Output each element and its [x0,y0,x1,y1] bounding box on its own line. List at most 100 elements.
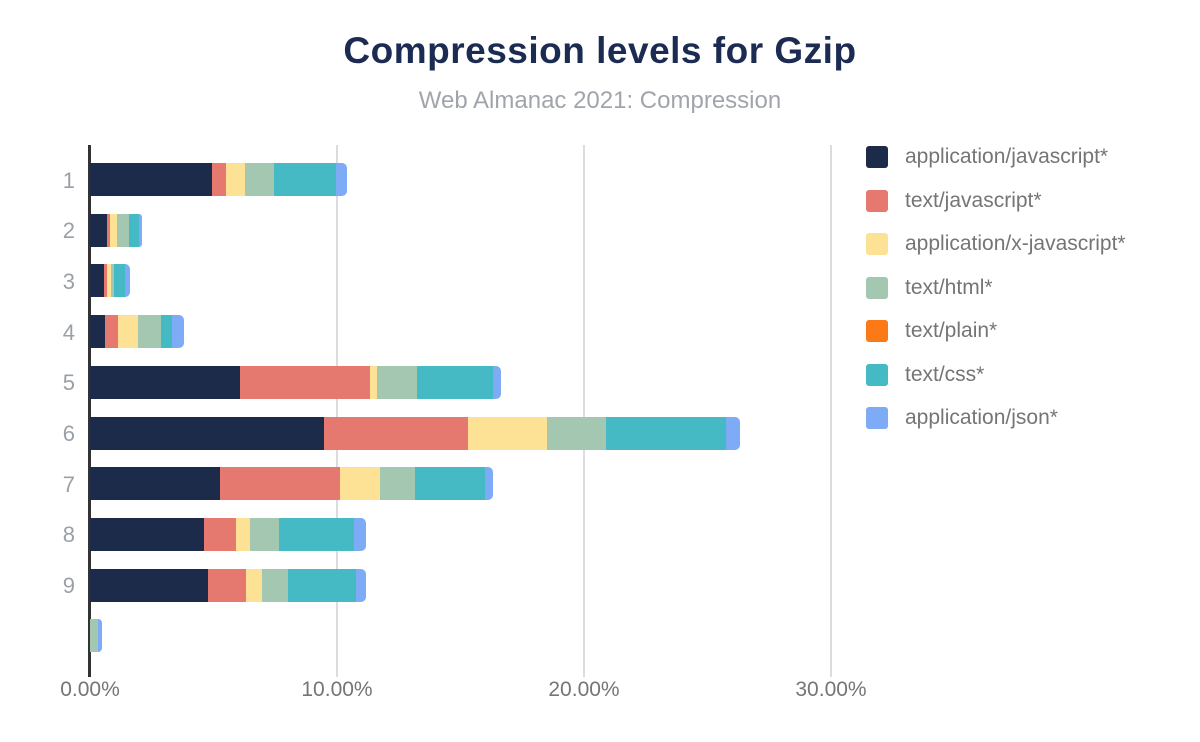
bar-segment [118,315,139,349]
y-axis-category-label: 6 [62,421,75,446]
legend-label: application/javascript* [905,145,1109,168]
bar-segment [105,315,119,349]
bar-segment [323,416,468,450]
x-axis-label: 0.00% [60,678,120,701]
legend-item: text/css* [866,363,984,387]
legend-swatch [866,407,888,429]
chart-subtitle: Web Almanac 2021: Compression [418,87,782,114]
legend-swatch [866,189,888,212]
bar-segment [226,163,246,196]
bar-segment [279,517,355,551]
bar-segment [107,264,111,298]
bar-segment [97,619,102,653]
bar-segment [493,365,502,399]
bar-row [90,365,502,399]
legend-label: text/javascript* [905,188,1042,212]
x-axis-tick [830,670,832,677]
bar-segment [90,365,240,399]
bar-segment [90,264,105,298]
legend-swatch [866,146,888,168]
bar-segment [90,163,212,196]
bar-row [90,264,130,298]
bar-segment [484,467,494,501]
bar-segment [287,568,356,602]
legend-item: application/x-javascript* [866,232,1126,256]
bar-segment [90,568,209,602]
x-axis-label: 20.00% [548,678,620,701]
bar-segment [90,213,107,247]
bar-row [90,517,367,551]
chart-title: Compression levels for Gzip [343,30,857,71]
bar-segment [376,365,417,399]
bar-segment [90,315,106,349]
bar-segment [354,517,367,551]
bar-segment [125,264,130,298]
bar-segment [239,365,370,399]
legend-label: application/x-javascript* [905,232,1126,255]
legend-swatch [866,233,888,255]
bar-segment [355,568,366,602]
legend-swatch [866,276,888,299]
bar-segment [128,213,139,247]
legend-item: text/html* [866,276,993,300]
bar-segment [90,517,205,551]
bar-row [90,315,185,349]
legend-item: text/plain* [866,319,997,343]
legend-label: text/css* [905,362,985,386]
y-axis-category-label: 2 [62,218,75,244]
bar-segment [171,315,185,349]
bar-row [90,213,142,247]
bar-segment [467,416,547,450]
bar-segment [725,416,741,450]
x-axis-tick [336,670,338,677]
legend-item: application/javascript* [866,145,1108,169]
bar-segment [90,416,324,450]
bar-segment [273,163,336,196]
gridline [336,145,338,670]
y-axis-category-label: 3 [62,268,75,294]
legend-label: text/plain* [905,319,998,342]
y-axis-category-label: 1 [62,167,75,193]
bar-segment [415,467,485,501]
bar-segment [208,568,247,602]
bar-segment [261,568,288,602]
legend-label: application/json* [905,406,1058,429]
y-axis-line [88,145,91,677]
legend-swatch [866,320,888,342]
x-axis-label: 10.00% [301,678,373,701]
y-axis-category-label: 9 [62,573,75,599]
bar-segment [138,315,162,349]
bar-segment [113,264,126,298]
bar-segment [117,213,129,247]
bar-segment [219,467,340,501]
bar-row [90,416,741,450]
bar-segment [161,315,172,349]
bar-row [90,619,102,653]
bar-segment [546,416,606,450]
bar-row [90,163,347,196]
bar-segment [90,619,98,653]
x-axis-label: 30.00% [795,678,867,701]
legend-label: text/html* [905,275,993,299]
bar-segment [211,163,227,196]
bar-segment [246,568,262,602]
y-axis-category-label: 5 [62,370,75,396]
bar-segment [236,517,251,551]
bar-segment [245,163,274,196]
gridline [830,145,832,670]
bar-segment [416,365,494,399]
legend-swatch [866,363,888,386]
bar-segment [339,467,380,501]
legend-item: text/javascript* [866,189,1042,213]
bar-segment [250,517,280,551]
y-axis-category-label: 7 [62,471,75,497]
y-axis-category-label: 8 [62,522,75,548]
bar-segment [204,517,237,551]
bar-segment [106,213,111,247]
bar-segment [369,365,377,399]
bar-segment [110,213,118,247]
legend-item: application/json* [866,406,1058,430]
bar-segment [605,416,726,450]
